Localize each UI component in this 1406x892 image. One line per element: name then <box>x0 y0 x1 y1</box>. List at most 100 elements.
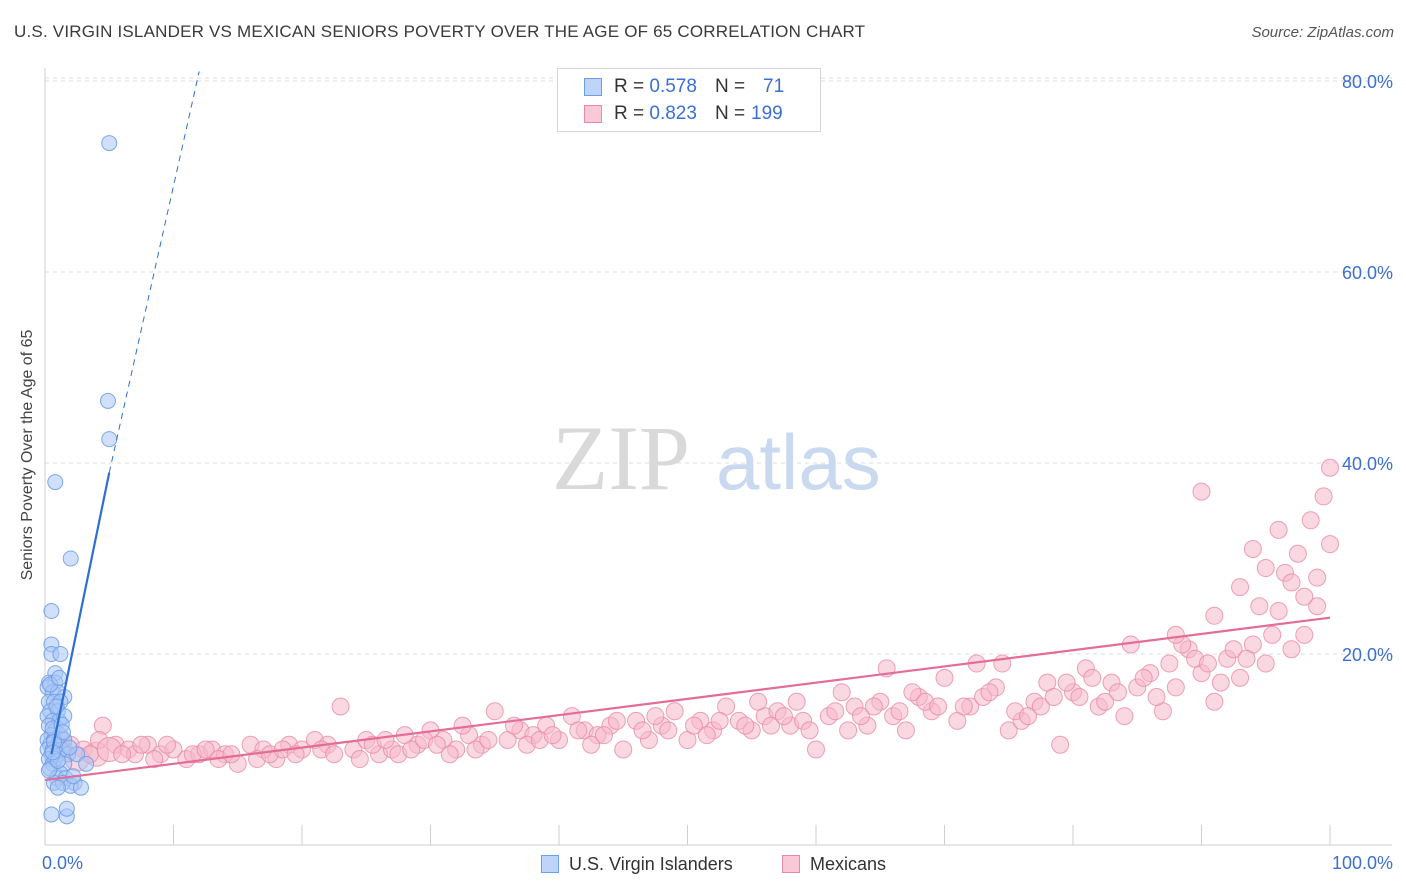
y-tick-label: 80.0% <box>1342 72 1393 92</box>
mexicans-point <box>1231 668 1250 687</box>
mexicans-point <box>774 707 793 726</box>
mexicans-point <box>1256 654 1275 673</box>
virgin-islanders-point <box>52 646 69 662</box>
mexicans-point <box>929 697 948 716</box>
watermark-atlas: atlas <box>716 418 881 506</box>
mexicans-point <box>1083 668 1102 687</box>
virgin-islanders-point <box>62 550 79 567</box>
mexicans-point <box>1295 625 1314 644</box>
virgin-islanders-trend-line <box>50 472 111 755</box>
bottom-legend-label: U.S. Virgin Islanders <box>569 853 733 874</box>
tick-labels: 20.0% 40.0% 60.0% 80.0% 0.0% 100.0% <box>42 72 1393 873</box>
mexicans-point <box>999 721 1018 740</box>
mexicans-point <box>1108 683 1127 702</box>
x-tick-label-min: 0.0% <box>42 853 83 873</box>
chart-source: Source: ZipAtlas.com <box>1251 24 1394 41</box>
mexicans-point <box>1321 458 1339 477</box>
gridlines <box>45 77 1392 655</box>
mexicans-point <box>1269 602 1288 621</box>
mexicans-point <box>466 740 485 759</box>
legend-swatch-pink <box>584 105 602 123</box>
mexicans-point <box>1256 559 1275 578</box>
mexicans-point <box>1243 539 1262 558</box>
bottom-legend-swatch-blue <box>541 855 559 873</box>
virgin-islanders-point <box>51 669 68 686</box>
mexicans-point <box>1019 707 1038 726</box>
mexicans-point <box>607 711 626 730</box>
bottom-legend-label: Mexicans <box>810 853 887 874</box>
mexicans-point <box>787 692 806 711</box>
virgin-islanders-point <box>99 392 116 409</box>
mexicans-point <box>440 745 459 764</box>
watermark: ZIP atlas <box>552 407 881 509</box>
bottom-legend-virgin-islanders: U.S. Virgin Islanders <box>541 852 733 876</box>
mexicans-point <box>1321 535 1339 554</box>
virgin-islanders-point <box>58 800 75 817</box>
mexicans-point <box>646 707 665 726</box>
mexicans-point <box>697 726 716 745</box>
mexicans-point <box>1237 649 1256 668</box>
mexicans-point <box>935 668 954 687</box>
mexicans-point <box>222 745 241 764</box>
mexicans-point <box>1263 625 1282 644</box>
legend-r-label: R = <box>614 103 645 124</box>
mexicans-point <box>1166 678 1185 697</box>
mexicans-point <box>1115 707 1134 726</box>
mexicans-point <box>331 697 350 716</box>
mexicans-point <box>145 750 164 769</box>
mexicans-point <box>479 730 498 749</box>
mexicans-point <box>1211 673 1230 692</box>
mexicans-point <box>1301 511 1320 530</box>
legend-r-value: 0.823 <box>649 103 697 124</box>
mexicans-point <box>1192 482 1211 501</box>
mexicans-point <box>633 721 652 740</box>
mexicans-point <box>582 735 601 754</box>
mexicans-point <box>710 711 729 730</box>
mexicans-point <box>1134 668 1153 687</box>
mexicans-trend-line <box>44 616 1331 782</box>
y-tick-label: 40.0% <box>1342 454 1393 474</box>
mexicans-point <box>1057 673 1076 692</box>
virgin-islanders-point <box>101 431 118 448</box>
mexicans-point <box>800 721 819 740</box>
x-tick-label-max: 100.0% <box>1332 853 1393 873</box>
mexicans-point <box>665 702 684 721</box>
virgin-islanders-point <box>47 474 64 491</box>
virgin-islanders-point <box>43 806 60 823</box>
virgin-islanders-point <box>61 739 78 756</box>
virgin-islanders-point <box>72 779 89 796</box>
virgin-islanders-point <box>43 603 60 620</box>
virgin-islanders-point <box>78 755 95 772</box>
mexicans-point <box>402 740 421 759</box>
mexicans-point <box>1308 597 1327 616</box>
y-axis-label: Seniors Poverty Over the Age of 65 <box>19 329 36 581</box>
bottom-legend-mexicans: Mexicans <box>782 852 886 876</box>
mexicans-point <box>890 702 909 721</box>
bottom-legend-swatch-pink <box>782 855 800 873</box>
legend-row-virgin-islanders: R = 0.578 N = 71 <box>584 75 784 99</box>
mexicans-point <box>1205 692 1224 711</box>
mexicans-point <box>1269 520 1288 539</box>
chart-title: U.S. VIRGIN ISLANDER VS MEXICAN SENIORS … <box>14 22 866 41</box>
mexicans-point <box>594 726 613 745</box>
legend-r-value: 0.578 <box>649 76 697 97</box>
legend-swatch-blue <box>584 78 602 96</box>
mexicans-point <box>113 745 132 764</box>
mexicans-point <box>1282 573 1301 592</box>
mexicans-point <box>1096 692 1115 711</box>
mexicans-point <box>1031 697 1050 716</box>
mexicans-point <box>1224 640 1243 659</box>
mexicans-point <box>1205 606 1224 625</box>
mexicans-point <box>684 716 703 735</box>
y-tick-label: 60.0% <box>1342 263 1393 283</box>
trend-lines <box>44 71 1331 782</box>
mexicans-point <box>158 735 177 754</box>
mexicans-point <box>1282 640 1301 659</box>
correlation-legend: R = 0.578 N = 71 R = 0.823 N = 199 <box>557 68 821 132</box>
mexicans-point <box>896 721 915 740</box>
mexicans-point <box>196 740 215 759</box>
mexicans-point <box>839 721 858 740</box>
mexicans-point <box>1147 687 1166 706</box>
legend-n-value: 71 <box>763 76 785 97</box>
mexicans-point <box>1288 544 1307 563</box>
